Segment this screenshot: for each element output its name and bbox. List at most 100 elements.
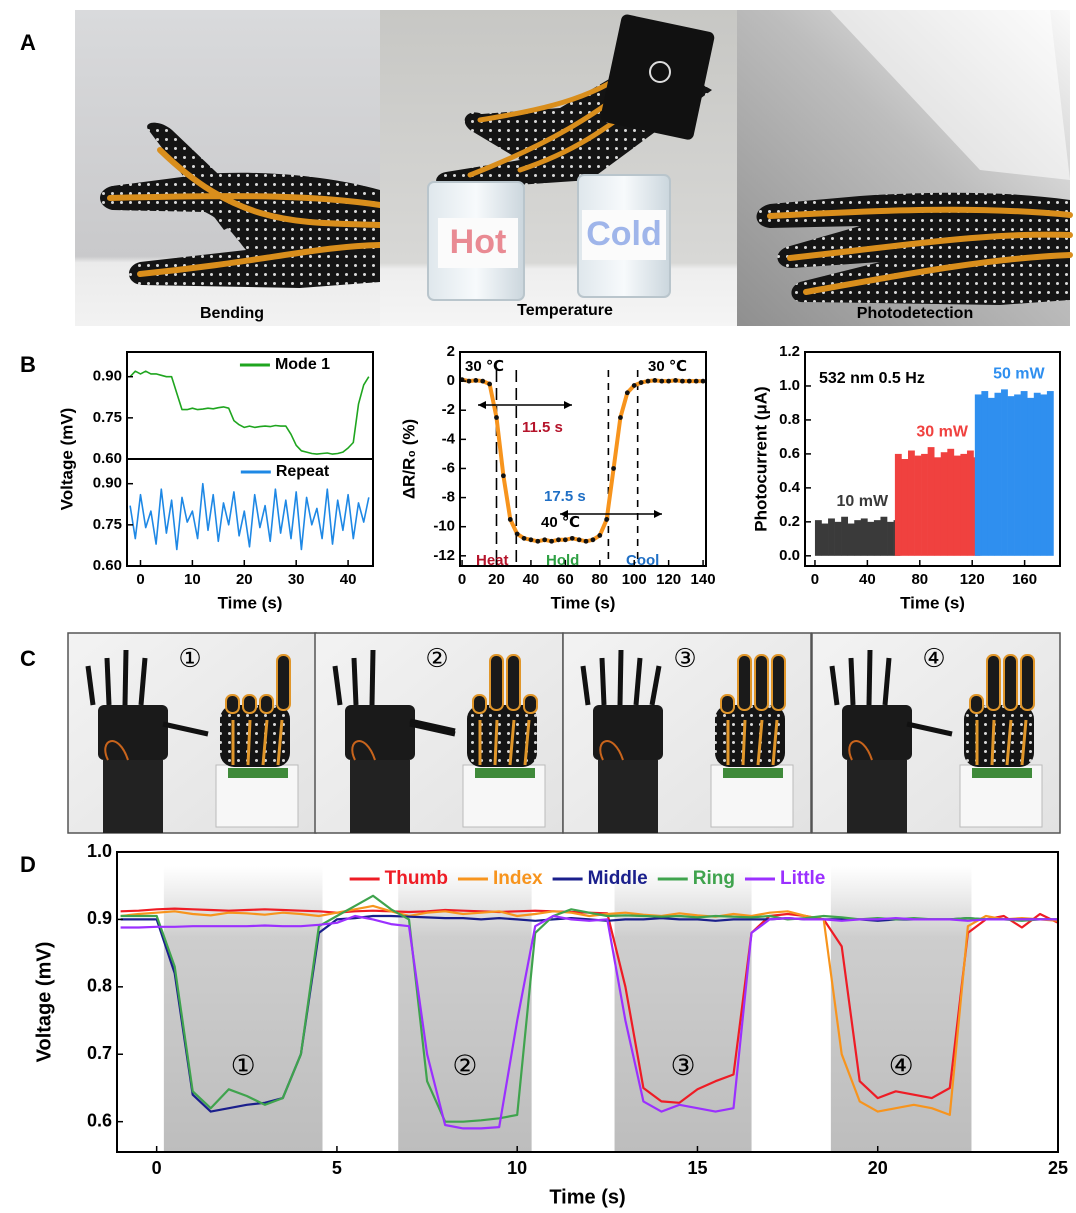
bar: [1021, 391, 1028, 556]
robot-finger: [107, 658, 109, 705]
bar: [815, 520, 822, 556]
circuit-board: [972, 768, 1032, 778]
bar: [941, 452, 948, 556]
legend-label: Middle: [588, 868, 648, 889]
robot-palm: [98, 705, 168, 760]
y-tick-label: 0.90: [93, 475, 122, 492]
data-line: [130, 371, 369, 454]
x-tick-label: 0: [136, 571, 144, 588]
legend-label: Index: [493, 868, 543, 889]
photo-caption: Bending: [200, 305, 264, 322]
data-point: [597, 533, 602, 538]
glove-finger: [524, 695, 537, 713]
y-tick-label: -8: [442, 489, 455, 506]
y-tick-label: 0.60: [93, 450, 122, 467]
annotation: Cool: [626, 552, 659, 569]
x-tick-label: 20: [236, 571, 253, 588]
y-tick-label: 0.75: [93, 409, 122, 426]
data-point: [646, 379, 651, 384]
bar: [934, 457, 941, 556]
annotation: Hold: [546, 552, 579, 569]
series-label: 30 mW: [916, 423, 968, 440]
circuit-board: [723, 768, 783, 778]
bar: [848, 524, 855, 556]
bar: [861, 518, 868, 555]
data-point: [529, 537, 534, 542]
data-line: [462, 380, 703, 542]
x-tick-label: 160: [1012, 571, 1037, 588]
bar: [1034, 393, 1041, 556]
robot-base: [350, 760, 410, 833]
data-point: [494, 415, 499, 420]
panel-label: C: [20, 646, 36, 671]
annotation: 30 ℃: [648, 358, 687, 375]
data-point: [590, 537, 595, 542]
glove-finger: [490, 655, 503, 710]
bar: [988, 398, 995, 556]
annotation: Heat: [476, 552, 509, 569]
glove-finger: [507, 655, 520, 710]
glove-finger: [260, 695, 273, 713]
robot-finger: [602, 658, 604, 705]
y-tick-label: 0.90: [93, 368, 122, 385]
x-axis-label: Time (s): [551, 593, 616, 612]
bar: [841, 517, 848, 556]
data-point: [666, 379, 671, 384]
bar: [915, 456, 922, 556]
data-point: [652, 378, 657, 383]
x-axis-label: Time (s): [549, 1186, 625, 1208]
data-point: [632, 383, 637, 388]
legend-label: Ring: [693, 868, 735, 889]
data-point: [604, 517, 609, 522]
y-tick-label: 0.6: [87, 1110, 112, 1130]
data-point: [542, 537, 547, 542]
data-point: [577, 537, 582, 542]
y-tick-label: 0.75: [93, 516, 122, 533]
bar: [1040, 394, 1047, 555]
figure: Bending Hot Cold Temperature Photodetect…: [0, 0, 1076, 1213]
photo-label: ①: [178, 643, 201, 673]
data-point: [473, 378, 478, 383]
annotation: 40 ℃: [541, 514, 580, 531]
x-tick-label: 120: [960, 571, 985, 588]
y-axis-label: Voltage (mV): [57, 408, 76, 511]
glove-finger: [243, 695, 256, 713]
bar: [1008, 396, 1015, 556]
x-tick-label: 140: [691, 571, 716, 588]
x-tick-label: 40: [523, 571, 540, 588]
data-point: [694, 379, 699, 384]
data-point: [467, 379, 472, 384]
y-tick-label: -12: [433, 547, 455, 564]
legend: ThumbIndexMiddleRingLittle: [350, 868, 826, 889]
data-point: [687, 379, 692, 384]
data-point: [625, 390, 630, 395]
y-axis-label: Voltage (mV): [33, 942, 55, 1063]
glove-finger: [970, 695, 983, 713]
circuit-board: [228, 768, 288, 778]
robot-base: [598, 760, 658, 833]
panel-label: D: [20, 852, 36, 877]
bar: [887, 522, 894, 556]
x-tick-label: 20: [488, 571, 505, 588]
legend-label: Thumb: [385, 868, 448, 889]
data-point: [522, 536, 527, 541]
x-tick-label: 120: [656, 571, 681, 588]
annotation: 30 ℃: [465, 358, 504, 375]
region-label: ④: [889, 1050, 914, 1081]
glove-finger: [721, 695, 734, 713]
bar: [880, 517, 887, 556]
y-tick-label: 0.2: [779, 513, 800, 530]
robot-palm: [345, 705, 415, 760]
robot-finger: [620, 650, 621, 705]
data-point: [480, 379, 485, 384]
annotation: 17.5 s: [544, 488, 586, 505]
y-tick-label: 0.60: [93, 557, 122, 574]
data-point: [563, 537, 568, 542]
data-point: [487, 382, 492, 387]
bar: [967, 451, 974, 556]
x-tick-label: 15: [687, 1158, 707, 1178]
x-tick-label: 0: [811, 571, 819, 588]
y-tick-label: -6: [442, 459, 455, 476]
y-tick-label: 0.0: [779, 547, 800, 564]
legend: Mode 1: [240, 356, 330, 373]
